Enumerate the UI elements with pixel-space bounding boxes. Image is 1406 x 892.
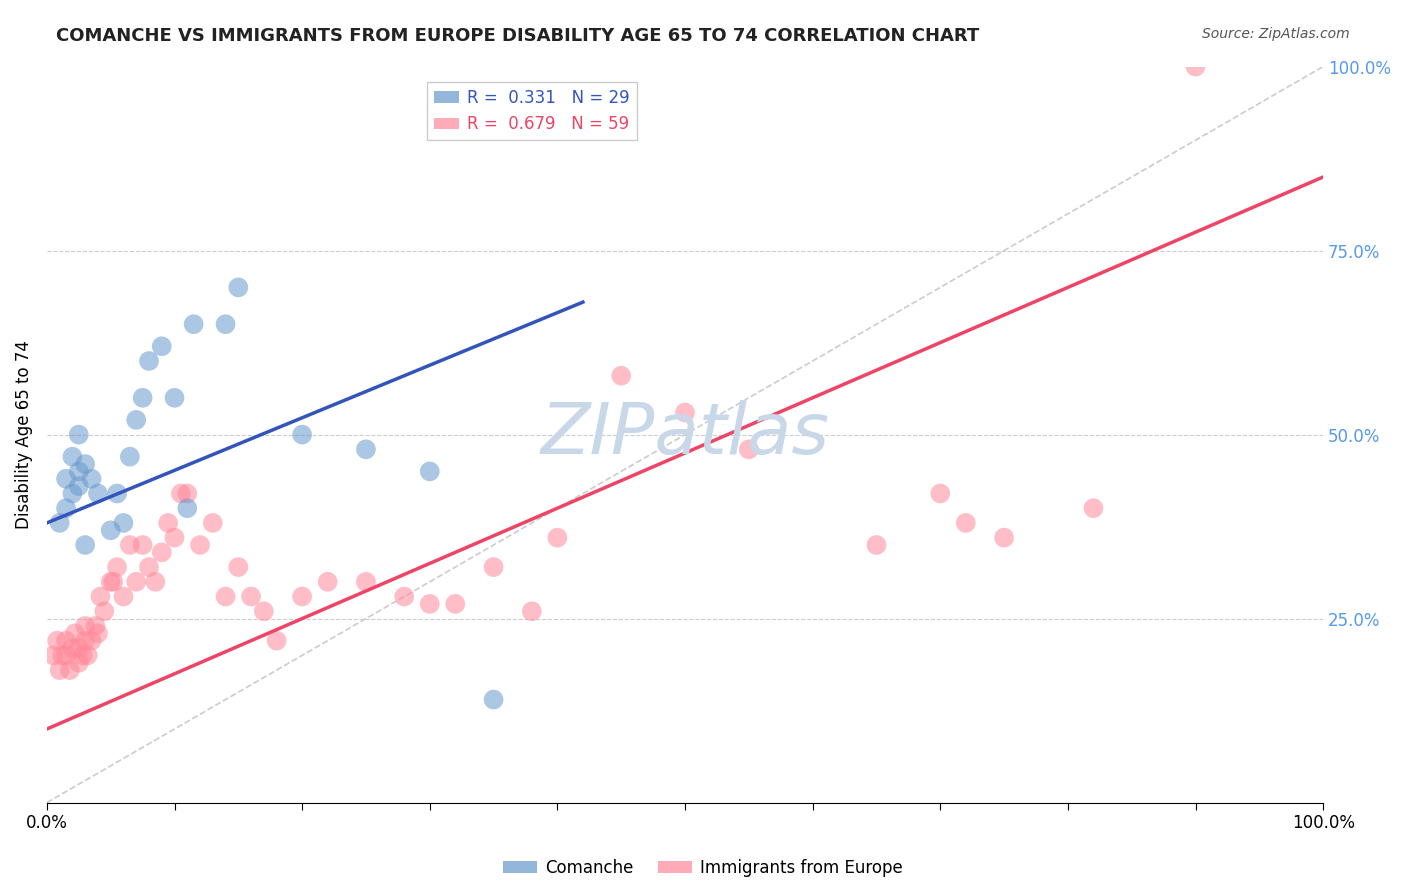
Point <box>55 501 77 516</box>
Point <box>316 574 339 589</box>
Point <box>157 516 180 530</box>
Point <box>993 531 1015 545</box>
Point <box>125 413 148 427</box>
Point <box>75 619 97 633</box>
Point <box>67 640 90 655</box>
Point <box>87 626 110 640</box>
Point <box>118 450 141 464</box>
Point <box>214 590 236 604</box>
Point <box>354 574 377 589</box>
Point <box>266 633 288 648</box>
Point <box>118 538 141 552</box>
Point <box>75 538 97 552</box>
Point <box>865 538 887 552</box>
Point <box>51 648 73 663</box>
Point <box>48 663 70 677</box>
Point <box>1083 501 1105 516</box>
Point <box>520 604 543 618</box>
Point <box>80 472 103 486</box>
Point <box>176 501 198 516</box>
Point <box>444 597 467 611</box>
Point <box>84 619 107 633</box>
Point <box>62 640 84 655</box>
Point <box>67 656 90 670</box>
Point <box>62 486 84 500</box>
Point <box>103 574 125 589</box>
Point <box>176 486 198 500</box>
Point <box>112 516 135 530</box>
Point <box>67 479 90 493</box>
Point <box>145 574 167 589</box>
Point <box>59 663 82 677</box>
Y-axis label: Disability Age 65 to 74: Disability Age 65 to 74 <box>15 340 32 529</box>
Point <box>291 427 314 442</box>
Point <box>1184 60 1206 74</box>
Point <box>105 486 128 500</box>
Point <box>419 597 441 611</box>
Point <box>105 560 128 574</box>
Point <box>170 486 193 500</box>
Point <box>67 427 90 442</box>
Point <box>228 280 250 294</box>
Point <box>240 590 263 604</box>
Point <box>163 531 186 545</box>
Point <box>67 464 90 478</box>
Point <box>75 633 97 648</box>
Text: Source: ZipAtlas.com: Source: ZipAtlas.com <box>1202 27 1350 41</box>
Point <box>546 531 568 545</box>
Point <box>482 560 505 574</box>
Text: COMANCHE VS IMMIGRANTS FROM EUROPE DISABILITY AGE 65 TO 74 CORRELATION CHART: COMANCHE VS IMMIGRANTS FROM EUROPE DISAB… <box>56 27 980 45</box>
Point <box>228 560 250 574</box>
Point <box>150 339 173 353</box>
Point <box>354 442 377 457</box>
Point <box>150 545 173 559</box>
Point <box>214 317 236 331</box>
Point <box>55 472 77 486</box>
Point <box>46 633 69 648</box>
Point <box>100 574 122 589</box>
Point <box>394 590 416 604</box>
Text: ZIPatlas: ZIPatlas <box>540 401 830 469</box>
Point <box>183 317 205 331</box>
Point <box>76 648 98 663</box>
Point <box>291 590 314 604</box>
Point <box>955 516 977 530</box>
Point <box>253 604 276 618</box>
Point <box>419 464 441 478</box>
Point <box>93 604 115 618</box>
Point <box>163 391 186 405</box>
Point <box>131 391 153 405</box>
Legend: R =  0.331   N = 29, R =  0.679   N = 59: R = 0.331 N = 29, R = 0.679 N = 59 <box>427 82 637 140</box>
Point <box>55 648 77 663</box>
Point <box>80 633 103 648</box>
Point <box>610 368 633 383</box>
Point <box>72 648 94 663</box>
Point <box>929 486 952 500</box>
Point <box>482 692 505 706</box>
Point <box>63 626 86 640</box>
Point <box>75 457 97 471</box>
Point <box>55 633 77 648</box>
Point <box>125 574 148 589</box>
Point <box>112 590 135 604</box>
Point <box>201 516 224 530</box>
Point <box>48 516 70 530</box>
Point <box>62 450 84 464</box>
Point <box>738 442 761 457</box>
Legend: Comanche, Immigrants from Europe: Comanche, Immigrants from Europe <box>496 853 910 884</box>
Point <box>42 648 65 663</box>
Point <box>673 405 696 419</box>
Point <box>188 538 211 552</box>
Point <box>131 538 153 552</box>
Point <box>138 560 160 574</box>
Point <box>89 590 111 604</box>
Point <box>138 354 160 368</box>
Point <box>100 523 122 537</box>
Point <box>87 486 110 500</box>
